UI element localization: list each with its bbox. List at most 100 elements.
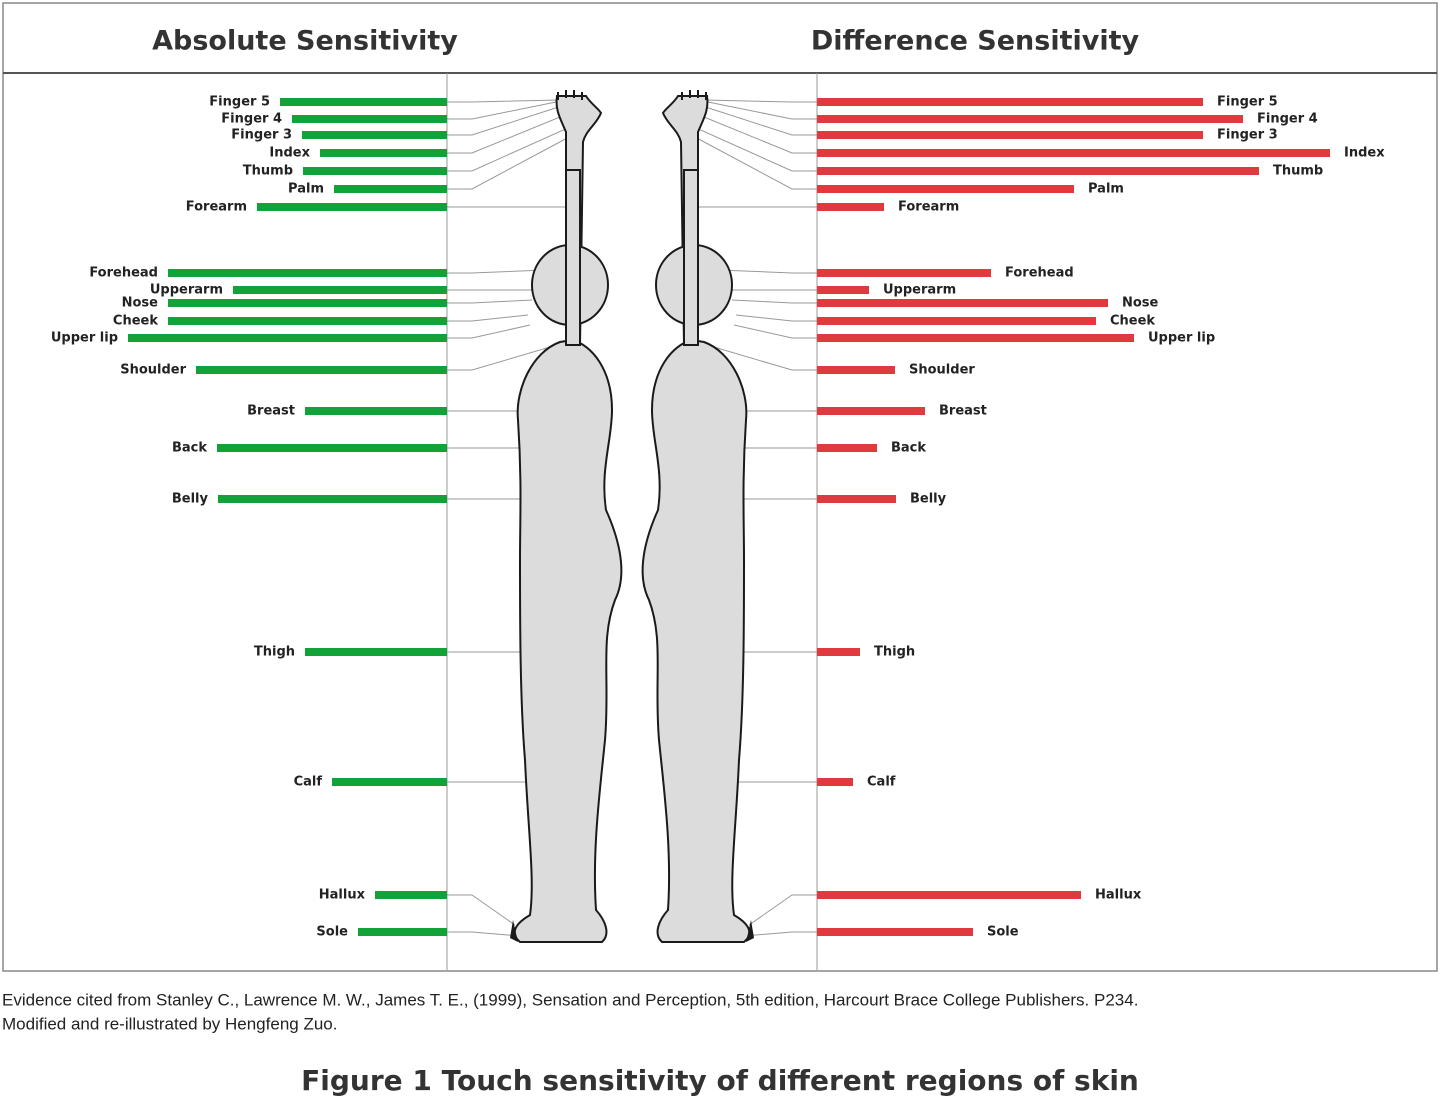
- leader-lines: [447, 99, 817, 937]
- bar: [168, 317, 447, 325]
- bar-label: Finger 5: [209, 95, 270, 110]
- bar: [320, 149, 447, 157]
- bar-label: Hallux: [1095, 888, 1142, 903]
- bar-label: Forearm: [898, 200, 959, 215]
- bar: [292, 115, 447, 123]
- bar-label: Upperarm: [150, 283, 223, 298]
- bar-label: Cheek: [113, 314, 158, 329]
- bar-label: Palm: [288, 182, 324, 197]
- bar: [817, 185, 1074, 193]
- bar-label: Forehead: [1005, 266, 1074, 281]
- bar-label: Hallux: [319, 888, 366, 903]
- leader-line: [735, 314, 817, 322]
- bar-label: Upper lip: [1148, 331, 1215, 346]
- bar-label: Sole: [987, 925, 1019, 940]
- bar-label: Upperarm: [883, 283, 956, 298]
- bar: [817, 317, 1096, 325]
- caption-line: Evidence cited from Stanley C., Lawrence…: [2, 990, 1138, 1009]
- bar-label: Finger 5: [1217, 95, 1278, 110]
- bar-label: Finger 4: [221, 112, 282, 127]
- chart-title: Absolute Sensitivity: [152, 26, 458, 57]
- bar: [817, 891, 1081, 899]
- bar-label: Belly: [910, 492, 947, 507]
- bar: [817, 366, 895, 374]
- leader-line: [447, 101, 575, 136]
- bar: [817, 149, 1330, 157]
- leader-line: [733, 324, 817, 339]
- bar-label: Index: [269, 146, 310, 161]
- bar-label: Thumb: [243, 164, 293, 179]
- bar: [280, 98, 447, 106]
- bar-label: Upper lip: [51, 331, 118, 346]
- bar-label: Breast: [247, 404, 295, 419]
- leader-line: [447, 314, 529, 322]
- bar: [817, 286, 869, 294]
- leader-line: [718, 269, 817, 274]
- caption-line: Modified and re-illustrated by Hengfeng …: [2, 1014, 337, 1033]
- bar-label: Breast: [939, 404, 987, 419]
- bar: [128, 334, 447, 342]
- bar-label: Back: [891, 441, 926, 456]
- bar-label: Finger 3: [1217, 128, 1278, 143]
- leader-line: [447, 894, 516, 926]
- bar-label: Thigh: [254, 645, 295, 660]
- bar: [218, 495, 447, 503]
- bar-label: Shoulder: [120, 363, 186, 378]
- leader-line: [447, 339, 575, 371]
- bar-label: Cheek: [1110, 314, 1155, 329]
- bar: [817, 407, 925, 415]
- bar-label: Thigh: [874, 645, 915, 660]
- bar: [168, 269, 447, 277]
- body-left: [510, 90, 623, 943]
- bar-label: Sole: [316, 925, 348, 940]
- leader-line: [681, 107, 817, 154]
- bar: [817, 98, 1203, 106]
- bar: [817, 778, 853, 786]
- bar: [257, 203, 447, 211]
- bar-label: Finger 4: [1257, 112, 1318, 127]
- bar-label: Belly: [172, 492, 209, 507]
- bar-label: Index: [1344, 146, 1385, 161]
- bar-label: Forehead: [89, 266, 158, 281]
- bar: [817, 167, 1259, 175]
- body-right: [641, 89, 755, 943]
- leader-line: [689, 339, 817, 371]
- leader-line: [689, 101, 817, 136]
- bar-label: Palm: [1088, 182, 1124, 197]
- leader-line: [447, 127, 587, 190]
- bar: [305, 648, 447, 656]
- bar: [168, 299, 447, 307]
- chart-title: Difference Sensitivity: [811, 26, 1140, 57]
- bar: [375, 891, 447, 899]
- bar: [233, 286, 447, 294]
- frame: [2, 2, 1438, 972]
- leader-line: [703, 99, 817, 103]
- bar: [303, 167, 447, 175]
- leader-line: [447, 99, 567, 120]
- figure-title: Figure 1 Touch sensitivity of different …: [301, 1064, 1139, 1097]
- bar-label: Forearm: [186, 200, 247, 215]
- bar: [817, 203, 884, 211]
- leader-line: [447, 269, 546, 274]
- bar: [817, 495, 896, 503]
- leader-line: [677, 127, 817, 190]
- bar: [817, 648, 860, 656]
- bar: [302, 131, 447, 139]
- leader-line: [748, 894, 817, 926]
- leader-line: [447, 299, 533, 304]
- leader-line: [447, 107, 583, 154]
- bar: [217, 444, 447, 452]
- bar-label: Back: [172, 441, 207, 456]
- bar-label: Calf: [867, 775, 896, 790]
- leader-line: [697, 99, 817, 120]
- bar: [305, 407, 447, 415]
- bar: [817, 334, 1134, 342]
- bar-label: Nose: [1122, 296, 1159, 311]
- bar: [817, 269, 991, 277]
- leader-line: [447, 324, 531, 339]
- bar: [332, 778, 447, 786]
- leader-line: [743, 931, 817, 937]
